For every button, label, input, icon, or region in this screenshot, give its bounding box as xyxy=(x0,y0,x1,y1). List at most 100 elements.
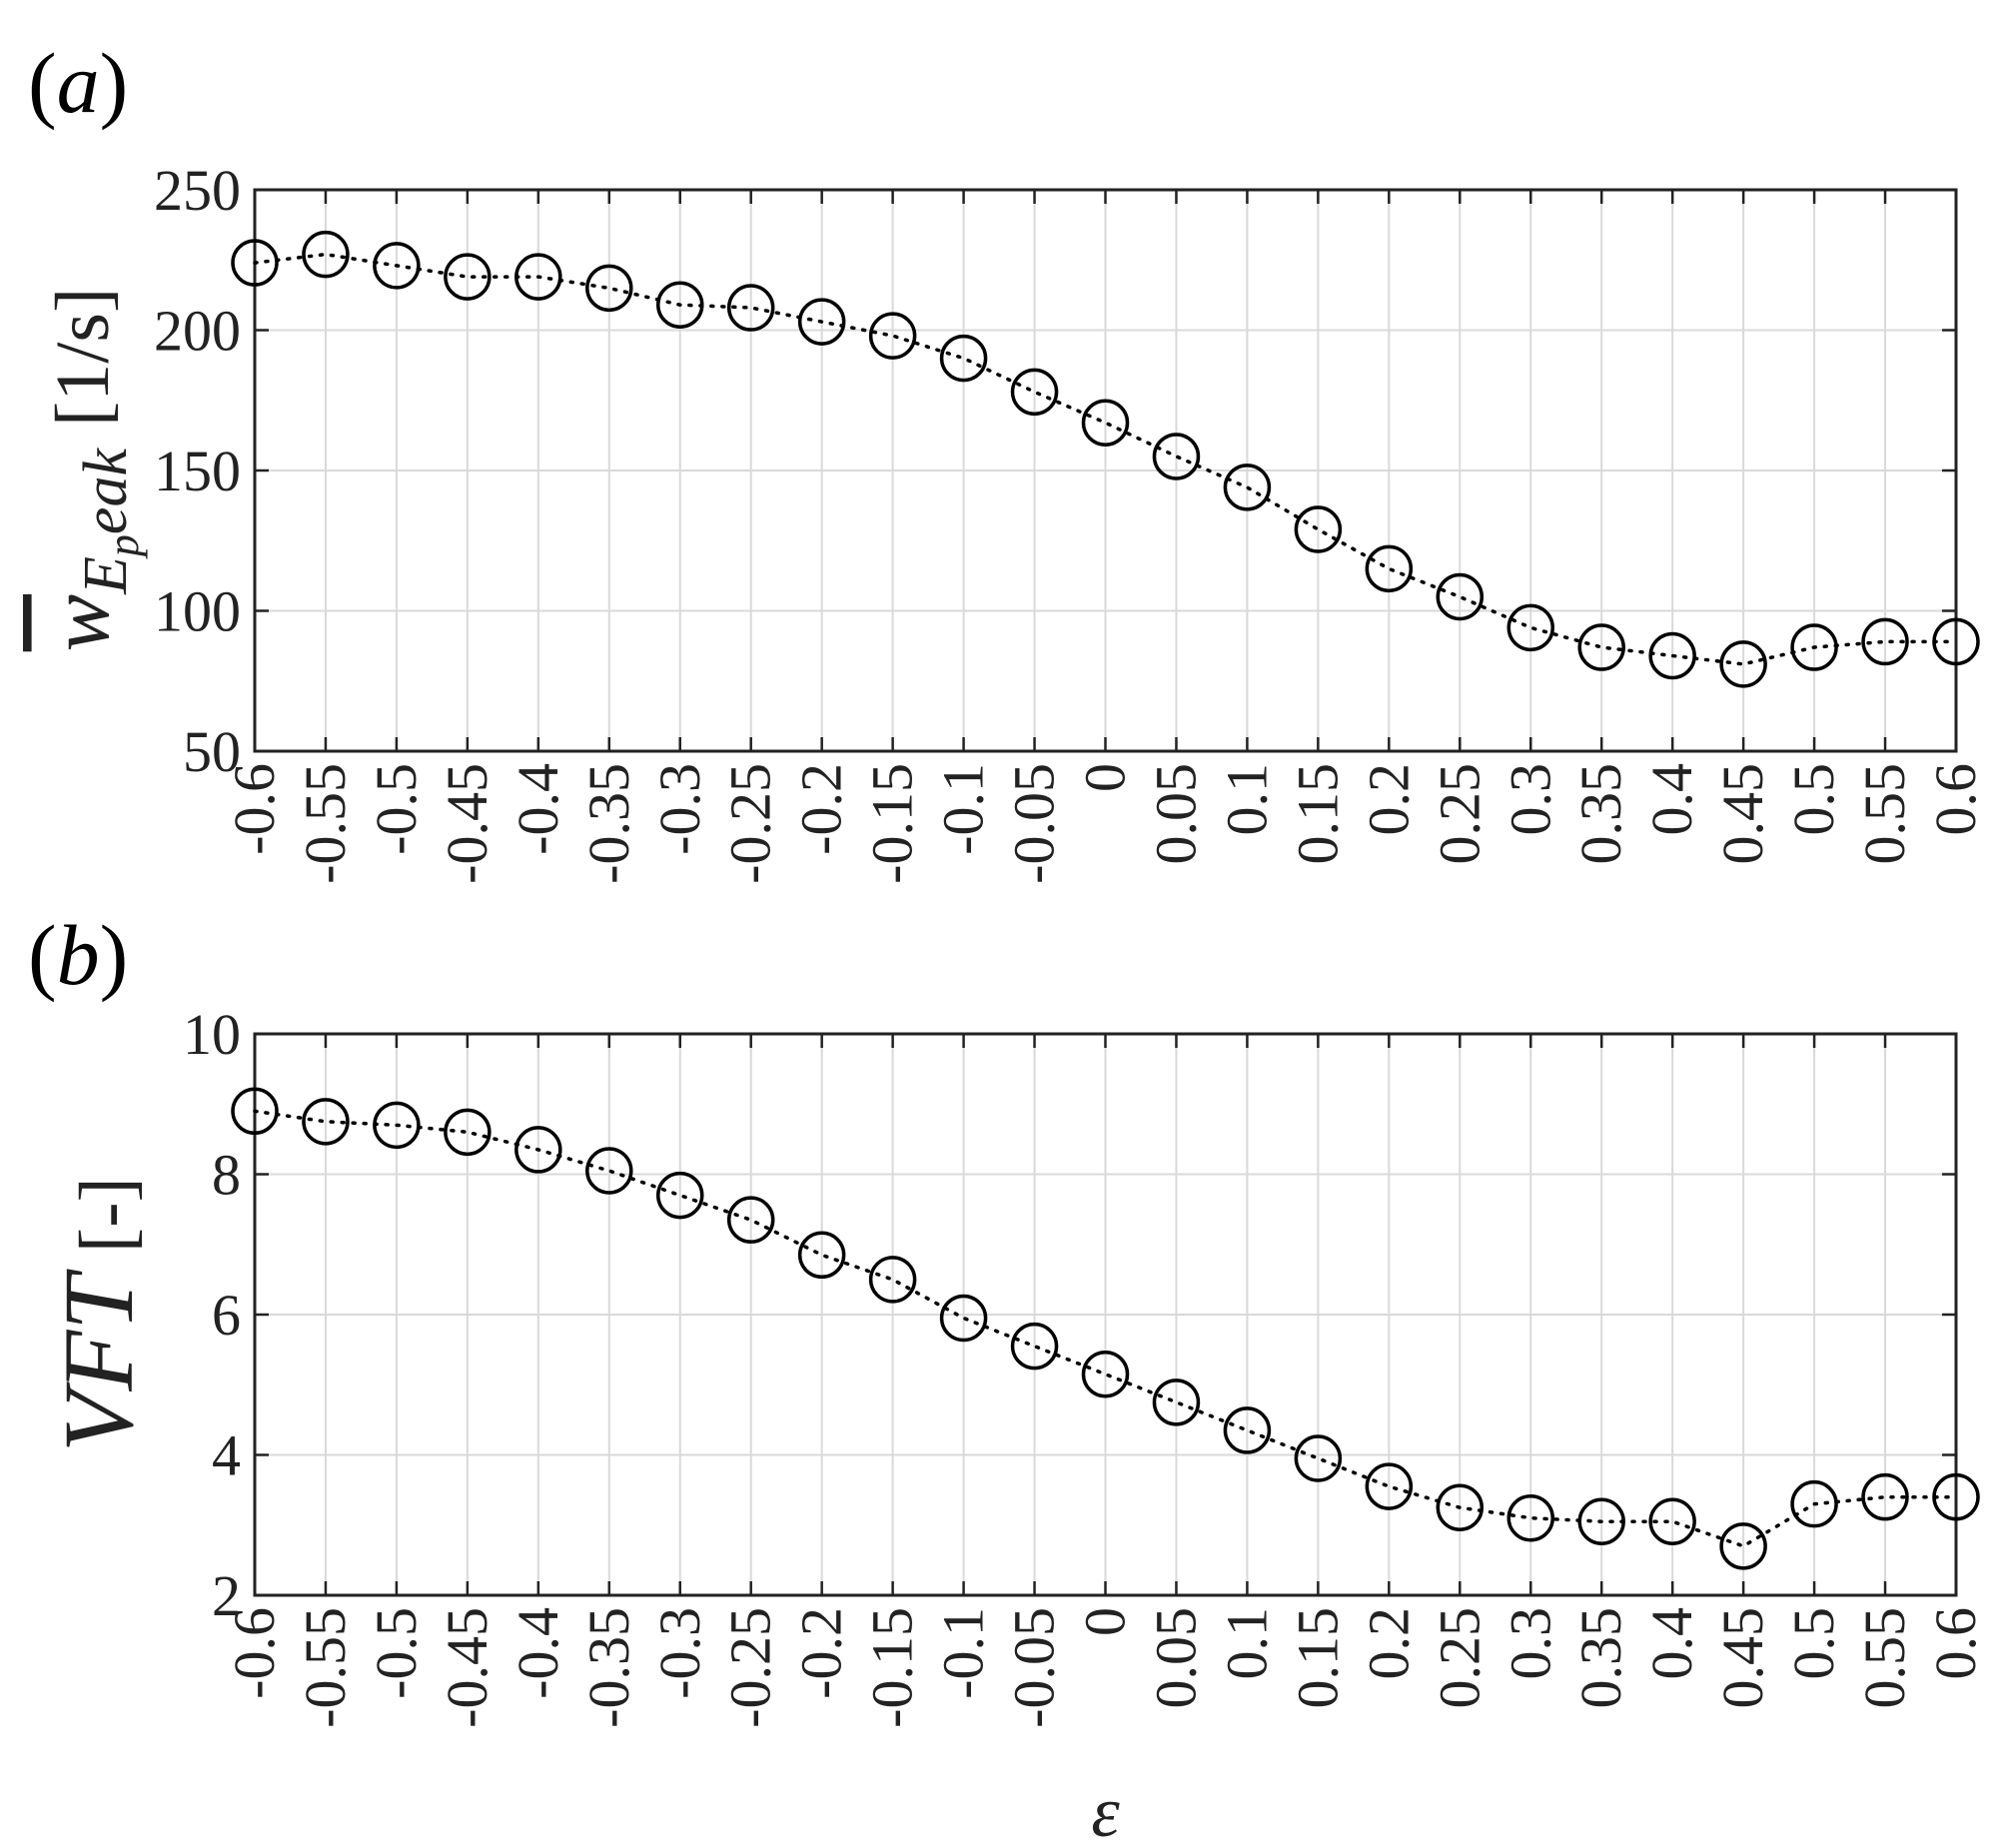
data-point xyxy=(1861,617,1909,666)
x-tick-label: -0.4 xyxy=(505,763,570,855)
x-tick-label: -0.55 xyxy=(293,763,358,884)
data-point xyxy=(868,1256,917,1304)
x-tick-label: -0.5 xyxy=(364,763,429,855)
x-tick-label: 0.55 xyxy=(1852,1607,1917,1709)
x-tick-label: 0.2 xyxy=(1356,1607,1421,1680)
x-tick-label: -0.3 xyxy=(647,1607,712,1699)
x-tick-label: 0.3 xyxy=(1498,763,1562,836)
y-tick-label: 150 xyxy=(154,439,241,503)
data-point xyxy=(1648,1497,1696,1545)
x-tick-label: 0.35 xyxy=(1568,763,1633,865)
x-tick-label: 0.25 xyxy=(1427,1607,1492,1709)
x-tick-label: 0.6 xyxy=(1923,763,1988,836)
data-point xyxy=(1719,640,1767,688)
x-tick-label: 0.45 xyxy=(1710,1607,1775,1709)
x-tick-label: 0.6 xyxy=(1923,1607,1988,1680)
x-tick-label: -0.1 xyxy=(931,763,996,855)
x-tick-label: 0.05 xyxy=(1143,1607,1208,1709)
data-point xyxy=(1790,1479,1838,1528)
y-tick-label: 6 xyxy=(212,1283,241,1348)
x-tick-label: 0.45 xyxy=(1710,763,1775,865)
data-point xyxy=(1152,1379,1201,1426)
data-point xyxy=(1365,1462,1414,1510)
data-point xyxy=(1932,617,1980,666)
data-point xyxy=(1577,623,1625,671)
data-point xyxy=(1506,603,1554,652)
data-point xyxy=(373,242,421,290)
y-tick-label: 250 xyxy=(154,158,241,223)
x-tick-label: -0.4 xyxy=(505,1607,570,1699)
data-point xyxy=(726,284,775,332)
data-point xyxy=(1081,1350,1130,1398)
y-axis-label: VFT[-] xyxy=(43,1177,154,1452)
data-point xyxy=(1294,1434,1343,1482)
data-point xyxy=(302,1098,350,1146)
x-tick-label: -0.55 xyxy=(293,1607,358,1728)
y-tick-label: 2 xyxy=(212,1563,241,1628)
data-point xyxy=(514,253,562,301)
data-point xyxy=(1081,399,1130,447)
data-point xyxy=(1010,368,1059,417)
data-point xyxy=(231,1087,279,1136)
x-tick-label: 0.2 xyxy=(1356,763,1421,836)
x-tick-label: 0.1 xyxy=(1214,1607,1279,1680)
data-point xyxy=(797,1231,846,1280)
x-tick-label: -0.3 xyxy=(647,763,712,855)
x-tick-label: -0.45 xyxy=(435,763,500,884)
y-tick-label: 50 xyxy=(183,719,241,784)
x-tick-label: 0.1 xyxy=(1214,763,1279,836)
x-tick-label: 0.5 xyxy=(1781,1607,1846,1680)
data-point xyxy=(514,1126,562,1174)
data-point xyxy=(302,230,350,279)
data-point xyxy=(1365,544,1414,593)
data-point xyxy=(231,239,279,287)
x-tick-label: 0.15 xyxy=(1285,1607,1350,1709)
panel-label: (b) xyxy=(28,907,128,1003)
data-point xyxy=(656,1171,704,1220)
data-point xyxy=(1223,463,1272,511)
x-tick-label: -0.6 xyxy=(222,763,287,855)
x-tick-label: -0.45 xyxy=(435,1607,500,1728)
x-tick-label: -0.05 xyxy=(1002,1607,1067,1728)
x-tick-label: 0.5 xyxy=(1781,763,1846,836)
y-tick-label: 200 xyxy=(154,299,241,364)
data-point xyxy=(1010,1322,1059,1371)
y-axis-label: wEpeak[1/s] xyxy=(31,288,148,652)
data-point xyxy=(585,264,633,313)
x-tick-label: 0 xyxy=(1073,763,1138,792)
x-tick-label: 0.35 xyxy=(1568,1607,1633,1709)
data-point xyxy=(868,312,917,360)
y-tick-label: 4 xyxy=(212,1423,241,1488)
x-tick-label: -0.15 xyxy=(860,1607,925,1728)
x-tick-label: -0.25 xyxy=(718,1607,783,1728)
x-tick-label: 0.05 xyxy=(1143,763,1208,865)
x-tick-label: -0.2 xyxy=(789,763,854,855)
data-point xyxy=(797,298,846,346)
panel-b: (b) 2 4 6 8 10 -0.6 -0.55 -0.5 -0.45 -0.4 -0.35 -0.3… xyxy=(28,907,1988,1848)
x-tick-label: -0.2 xyxy=(789,1607,854,1699)
data-point xyxy=(1506,1493,1554,1542)
y-tick-label: 100 xyxy=(154,579,241,644)
data-point xyxy=(1294,505,1343,553)
panel-label: (a) xyxy=(28,35,128,131)
x-tick-label: 0.4 xyxy=(1639,1607,1704,1680)
x-tick-label: -0.05 xyxy=(1002,763,1067,884)
data-point xyxy=(1223,1406,1272,1454)
data-point xyxy=(1790,623,1838,671)
x-tick-label: -0.6 xyxy=(222,1607,287,1699)
x-tick-label: -0.1 xyxy=(931,1607,996,1699)
data-point xyxy=(939,334,988,383)
x-tick-label: 0.3 xyxy=(1498,1607,1562,1680)
data-point xyxy=(1436,572,1485,621)
series-line xyxy=(253,252,1958,666)
data-point xyxy=(1861,1472,1909,1521)
data-point xyxy=(444,1108,492,1157)
data-point xyxy=(373,1101,421,1150)
x-tick-label: 0.55 xyxy=(1852,763,1917,865)
x-tick-label: -0.5 xyxy=(364,1607,429,1699)
x-tick-label: -0.35 xyxy=(576,763,641,884)
data-point xyxy=(1932,1472,1980,1521)
data-point xyxy=(1648,631,1696,680)
x-tick-label: 0.4 xyxy=(1639,763,1704,836)
